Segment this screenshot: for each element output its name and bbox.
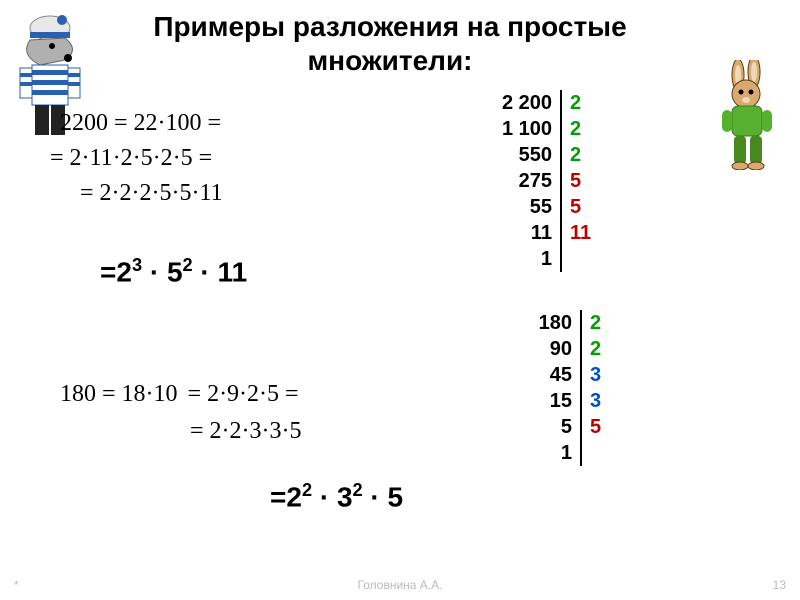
factor-prime: 2 [560,90,600,116]
result1-exp1: 3 [132,255,142,275]
factor-prime: 2 [580,310,620,336]
factor-row: 1802 [520,310,620,336]
slide-title: Примеры разложения на простые множители: [80,10,700,77]
factor-quotient: 55 [500,194,560,220]
factor-quotient: 11 [500,220,560,246]
factor-quotient: 1 [520,440,580,466]
factor-quotient: 90 [520,336,580,362]
factor-quotient: 180 [520,310,580,336]
factor-prime: 2 [580,336,620,362]
eq2-part1: 180 = 18·10 [60,381,178,408]
factor-quotient: 275 [500,168,560,194]
equation-block-180: 180 = 18·10 = 2·9·2·5 = = 2·2·3·3·5 [60,380,302,445]
equation-block-2200: 2200 = 22·100 = = 2·11·2·5·2·5 = = 2·2·2… [60,110,223,215]
result-2200: =23 · 52 · 11 [100,255,247,288]
factor-prime [560,246,600,272]
result2-mid1: · 3 [312,481,352,512]
factor-quotient: 45 [520,362,580,388]
factor-prime: 2 [560,142,600,168]
factor-prime: 5 [580,414,620,440]
eq1-line3: = 2·2·2·5·5·11 [80,180,223,207]
factor-row: 2 2002 [500,90,600,116]
result2-tail: · 5 [363,481,403,512]
factor-quotient: 1 [500,246,560,272]
factor-prime [580,440,620,466]
factor-row: 1 [520,440,620,466]
factor-table-2200: 2 20021 10025502275555511111 [500,90,600,272]
factor-prime: 11 [560,220,600,246]
eq2-part2: = 2·9·2·5 = [188,381,299,408]
result2-exp2: 2 [353,480,363,500]
result1-text: =2 [100,256,132,287]
result2-exp1: 2 [302,480,312,500]
factor-row: 5502 [500,142,600,168]
result-180: =22 · 32 · 5 [270,480,403,513]
factor-row: 1 1002 [500,116,600,142]
eq1-line1: 2200 = 22·100 = [60,110,223,137]
factor-row: 55 [520,414,620,440]
eq2-line2: = 2·2·3·3·5 [190,418,302,445]
result1-tail: · 11 [193,256,247,287]
factor-row: 453 [520,362,620,388]
factor-quotient: 5 [520,414,580,440]
factor-prime: 5 [560,168,600,194]
factor-prime: 2 [560,116,600,142]
factor-row: 555 [500,194,600,220]
factor-prime: 5 [560,194,600,220]
factor-quotient: 1 100 [500,116,560,142]
footer-author: Головнина А.А. [0,578,800,592]
factor-row: 1 [500,246,600,272]
factor-quotient: 550 [500,142,560,168]
factor-table-180: 1802902453153551 [520,310,620,466]
factor-prime: 3 [580,362,620,388]
factor-row: 153 [520,388,620,414]
factor-row: 902 [520,336,620,362]
factor-quotient: 2 200 [500,90,560,116]
eq1-line2: = 2·11·2·5·2·5 = [50,145,223,172]
result1-mid1: · 5 [142,256,182,287]
result1-exp2: 2 [183,255,193,275]
result2-text: =2 [270,481,302,512]
factor-row: 2755 [500,168,600,194]
factor-row: 1111 [500,220,600,246]
page-number: 13 [773,578,786,592]
factor-quotient: 15 [520,388,580,414]
rabbit-cartoon-icon [710,60,790,170]
factor-prime: 3 [580,388,620,414]
